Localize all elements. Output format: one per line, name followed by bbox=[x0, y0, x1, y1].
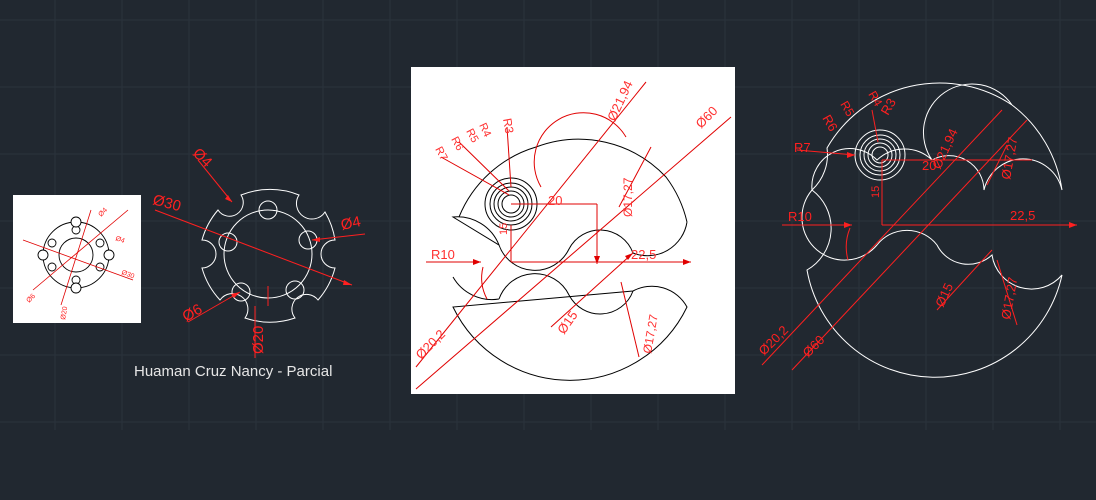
part1-dim-d30: Ø30 bbox=[151, 191, 183, 215]
part3-dim-d17-27-top: Ø17,27 bbox=[998, 136, 1020, 181]
part1-dim-d20: Ø20 bbox=[250, 326, 267, 354]
thumb-dim-d6: Ø6 bbox=[25, 293, 37, 305]
part2-dim-d15: Ø15 bbox=[554, 308, 580, 337]
part2-dim-d17-27-bottom: Ø17,27 bbox=[640, 313, 661, 355]
part2-dim-r3: R3 bbox=[500, 117, 517, 135]
part2-dim-r5: R5 bbox=[463, 127, 480, 145]
part1-dim-d4-top: Ø4 bbox=[189, 145, 215, 171]
part3-dim-d17-27-bottom: Ø17,27 bbox=[998, 276, 1020, 321]
part3-dim-22-5: 22,5 bbox=[1010, 208, 1035, 223]
part2-dim-15: 15 bbox=[498, 223, 510, 235]
reference-image: Ø21,94 Ø60 R3 R4 R5 R6 R7 20 Ø17,27 R10 … bbox=[411, 67, 735, 394]
part3-dim-r7: R7 bbox=[794, 140, 811, 155]
part3-drawing: R6 R5 R4 R3 R7 20 Ø21,94 Ø17,27 R10 22,5… bbox=[756, 82, 1077, 378]
part1-drawing: Ø4 Ø30 Ø4 Ø6 Ø20 bbox=[151, 145, 366, 358]
part3-dim-r4: R4 bbox=[865, 89, 885, 110]
part2-dim-d60: Ø60 bbox=[693, 103, 721, 131]
part3-dim-d15: Ø15 bbox=[932, 281, 956, 310]
part3-dim-r6: R6 bbox=[819, 112, 840, 134]
part1-dim-d6: Ø6 bbox=[180, 301, 206, 326]
part2-dim-d20-2: Ø20,2 bbox=[413, 326, 449, 362]
reference-thumbnail: Ø4 Ø4 Ø30 Ø6 Ø20 bbox=[13, 195, 141, 323]
part2-dim-r6: R6 bbox=[448, 135, 465, 153]
part3-dim-20: 20 bbox=[922, 158, 936, 173]
part3-dim-d21-94: Ø21,94 bbox=[929, 126, 961, 171]
thumb-dim-d4b: Ø4 bbox=[114, 235, 125, 245]
author-caption: Huaman Cruz Nancy - Parcial bbox=[134, 363, 333, 380]
part2-drawing: Ø21,94 Ø60 R3 R4 R5 R6 R7 20 Ø17,27 R10 … bbox=[413, 78, 732, 390]
part2-dim-r4: R4 bbox=[476, 121, 493, 139]
part1-dim-d4-right: Ø4 bbox=[339, 213, 362, 234]
part2-dim-20: 20 bbox=[548, 193, 562, 208]
part3-dim-r10: R10 bbox=[788, 209, 812, 224]
thumbnail-drawing: Ø4 Ø4 Ø30 Ø6 Ø20 bbox=[22, 207, 135, 320]
part2-dim-22-5: 22,5 bbox=[631, 247, 656, 262]
part3-dim-15: 15 bbox=[870, 186, 882, 198]
thumb-dim-d20: Ø20 bbox=[60, 306, 69, 320]
part3-dim-r3: R3 bbox=[878, 96, 899, 118]
part2-dim-r7: R7 bbox=[432, 145, 449, 163]
part2-dim-r10: R10 bbox=[431, 247, 455, 262]
part2-dim-d17-27-top: Ø17,27 bbox=[621, 177, 635, 217]
part3-dim-r5: R5 bbox=[837, 99, 857, 120]
thumb-dim-d4a: Ø4 bbox=[97, 207, 109, 219]
thumb-dim-d30: Ø30 bbox=[120, 269, 135, 280]
